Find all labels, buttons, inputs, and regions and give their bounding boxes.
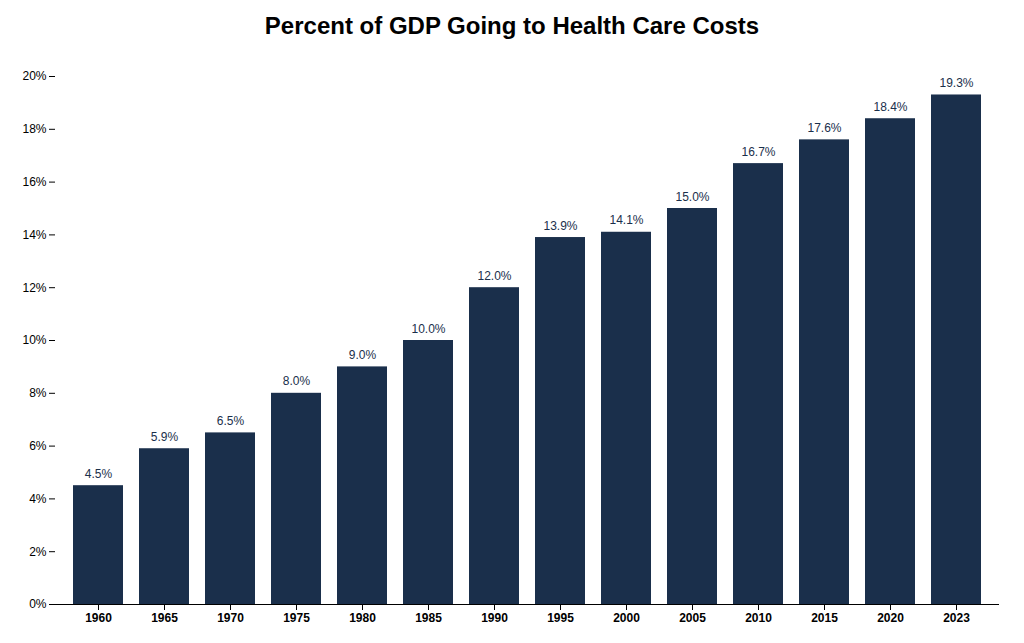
svg-text:10.0%: 10.0% (411, 322, 445, 336)
svg-text:6%: 6% (29, 439, 47, 453)
svg-text:16%: 16% (22, 175, 46, 189)
svg-text:2010: 2010 (745, 611, 772, 625)
svg-text:1975: 1975 (283, 611, 310, 625)
html-text:Percent of GDP Going to Health: Percent of GDP Going to Health Care Cost… (264, 12, 760, 39)
svg-text:19.3%: 19.3% (939, 76, 973, 90)
svg-text:6.5%: 6.5% (217, 414, 245, 428)
svg-text:4.5%: 4.5% (85, 467, 113, 481)
svg-text:1990: 1990 (481, 611, 508, 625)
svg-text:12.0%: 12.0% (477, 269, 511, 283)
svg-text:2000: 2000 (613, 611, 640, 625)
svg-text:8%: 8% (29, 386, 47, 400)
svg-text:1960: 1960 (85, 611, 112, 625)
svg-text:1980: 1980 (349, 611, 376, 625)
svg-text:14.1%: 14.1% (609, 213, 643, 227)
svg-text:2015: 2015 (811, 611, 838, 625)
svg-text:18%: 18% (22, 122, 46, 136)
svg-text:1995: 1995 (547, 611, 574, 625)
svg-text:9.0%: 9.0% (349, 348, 377, 362)
svg-text:1970: 1970 (217, 611, 244, 625)
svg-text:1985: 1985 (415, 611, 442, 625)
svg-text:8.0%: 8.0% (283, 374, 311, 388)
svg-text:18.4%: 18.4% (873, 100, 907, 114)
svg-text:16.7%: 16.7% (741, 145, 775, 159)
svg-text:5.9%: 5.9% (151, 430, 179, 444)
svg-text:4%: 4% (29, 492, 47, 506)
svg-text:2005: 2005 (679, 611, 706, 625)
svg-text:2023: 2023 (943, 611, 970, 625)
svg-text:2%: 2% (29, 545, 47, 559)
svg-text:1965: 1965 (151, 611, 178, 625)
svg-text:13.9%: 13.9% (543, 219, 577, 233)
svg-text:2020: 2020 (877, 611, 904, 625)
svg-text:10%: 10% (22, 333, 46, 347)
svg-text:0%: 0% (29, 597, 47, 611)
svg-text:14%: 14% (22, 228, 46, 242)
svg-text:17.6%: 17.6% (807, 121, 841, 135)
svg-text:12%: 12% (22, 281, 46, 295)
svg-text:20%: 20% (22, 69, 46, 83)
svg-text:15.0%: 15.0% (675, 190, 709, 204)
